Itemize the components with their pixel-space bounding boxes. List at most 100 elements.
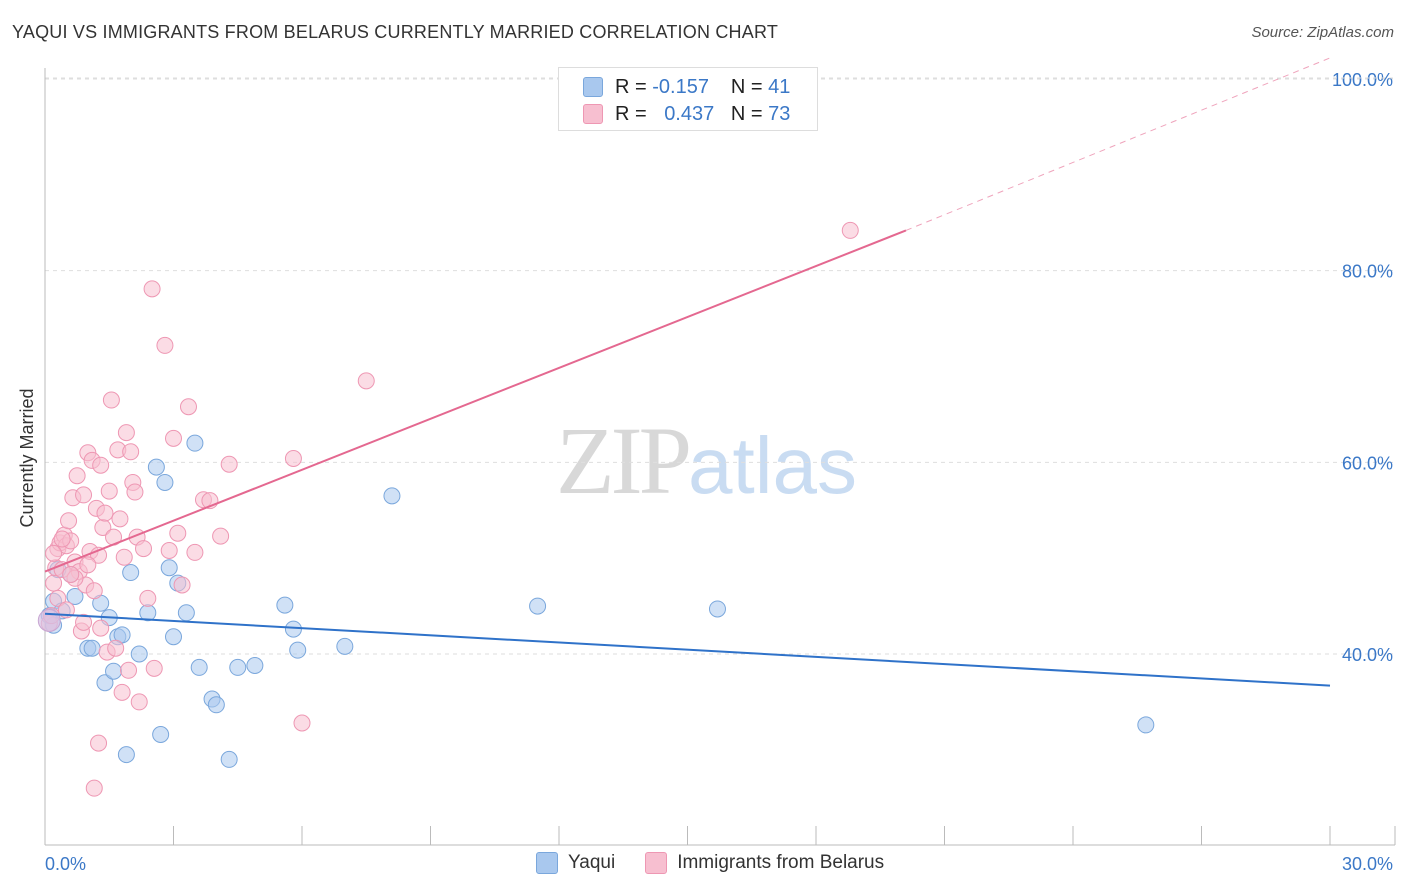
legend-swatch-belarus xyxy=(583,104,603,124)
x-tick-label: 0.0% xyxy=(45,854,86,874)
yaqui-point xyxy=(383,487,401,505)
yaqui-point xyxy=(276,596,294,614)
legend-n-label: N = xyxy=(730,102,763,125)
yaqui-point xyxy=(160,559,178,577)
yaqui-point xyxy=(117,746,135,764)
belarus-point xyxy=(841,221,859,239)
overlap-point xyxy=(37,608,61,632)
legend-n-label: N = xyxy=(730,75,763,98)
belarus-point xyxy=(75,486,93,504)
yaqui-point xyxy=(156,473,174,491)
belarus-point xyxy=(220,455,238,473)
belarus-point xyxy=(293,714,311,732)
yaqui-point xyxy=(177,604,195,622)
belarus-point xyxy=(156,336,174,354)
belarus-point xyxy=(85,582,103,600)
legend-swatch-yaqui xyxy=(583,77,603,97)
yaqui-point xyxy=(83,639,101,657)
belarus-point xyxy=(139,589,157,607)
watermark-zip: ZIP xyxy=(556,407,692,514)
y-tick-label: 80.0% xyxy=(1342,262,1393,282)
belarus-point xyxy=(90,734,108,752)
belarus-point xyxy=(160,542,178,559)
belarus-point xyxy=(173,576,191,594)
yaqui-point xyxy=(122,564,140,582)
belarus-point xyxy=(45,544,63,562)
legend-r-value: -0.157 xyxy=(652,75,709,98)
belarus-point xyxy=(130,693,148,711)
series-swatch-belarus xyxy=(645,852,668,874)
yaqui-point xyxy=(186,434,204,452)
series-legend-belarus[interactable]: Immigrants from Belarus xyxy=(645,852,884,874)
yaqui-point xyxy=(529,597,547,615)
series-label-belarus: Immigrants from Belarus xyxy=(677,852,885,873)
yaqui-point xyxy=(284,620,302,638)
yaqui-point xyxy=(165,628,182,646)
belarus-point xyxy=(92,456,110,474)
yaqui-point xyxy=(289,641,307,659)
yaqui-point xyxy=(96,674,114,692)
belarus-point xyxy=(107,639,125,657)
series-legend: Yaqui Immigrants from Belarus xyxy=(536,852,914,874)
belarus-point xyxy=(357,372,375,390)
series-label-yaqui: Yaqui xyxy=(568,852,616,873)
belarus-point xyxy=(284,450,302,467)
watermark-atlas: atlas xyxy=(688,421,857,510)
belarus-point xyxy=(115,548,133,566)
belarus-point xyxy=(60,512,78,530)
yaqui-point xyxy=(207,696,225,714)
legend-n-value: 73 xyxy=(768,102,791,125)
y-tick-label: 100.0% xyxy=(1332,70,1393,90)
series-swatch-yaqui xyxy=(536,852,558,874)
belarus-point xyxy=(75,613,93,631)
belarus-point xyxy=(68,467,86,485)
yaqui-point xyxy=(130,645,148,663)
yaqui-point xyxy=(229,658,247,676)
belarus-point xyxy=(96,504,114,522)
belarus-point xyxy=(122,443,140,461)
belarus-point xyxy=(79,556,97,574)
belarus-point xyxy=(102,391,120,409)
belarus-trendline xyxy=(44,229,907,573)
belarus-point xyxy=(117,424,135,442)
y-axis-label: Currently Married xyxy=(17,388,37,527)
yaqui-point xyxy=(220,750,238,768)
yaqui-point xyxy=(708,600,726,618)
yaqui-point xyxy=(1137,716,1155,734)
belarus-point xyxy=(100,482,118,500)
y-tick-label: 40.0% xyxy=(1342,645,1393,665)
yaqui-point xyxy=(147,458,165,476)
yaqui-trendline xyxy=(44,612,1331,687)
belarus-point xyxy=(212,527,230,545)
belarus-point xyxy=(143,280,161,298)
belarus-point xyxy=(85,779,103,797)
yaqui-point xyxy=(152,726,170,743)
yaqui-point xyxy=(66,588,84,605)
legend-row-yaqui: R = -0.157 N = 41 xyxy=(583,74,790,100)
belarus-point xyxy=(120,661,138,679)
belarus-point xyxy=(111,510,129,528)
source-label: Source: ZipAtlas.com xyxy=(1251,24,1394,41)
belarus-point xyxy=(126,483,144,501)
belarus-point xyxy=(179,398,197,416)
legend-r-label: R = xyxy=(615,75,647,98)
belarus-point xyxy=(113,683,131,701)
belarus-point xyxy=(92,619,110,637)
x-tick-label: 30.0% xyxy=(1342,854,1393,874)
series-legend-yaqui[interactable]: Yaqui xyxy=(536,852,615,874)
watermark: ZIPatlas xyxy=(556,405,857,516)
yaqui-point xyxy=(246,657,264,674)
legend-row-belarus: R = 0.437 N = 73 xyxy=(583,101,790,127)
legend-r-label: R = xyxy=(615,102,647,125)
belarus-point xyxy=(186,543,204,561)
belarus-point xyxy=(62,565,80,583)
legend-n-value: 41 xyxy=(768,75,791,98)
chart-title: YAQUI VS IMMIGRANTS FROM BELARUS CURRENT… xyxy=(12,22,779,42)
belarus-point xyxy=(165,429,182,447)
belarus-point xyxy=(145,659,163,677)
belarus-point xyxy=(49,589,67,607)
stats-legend: R = -0.157 N = 41 R = 0.437 N = 73 xyxy=(558,67,818,131)
yaqui-point xyxy=(190,658,208,676)
belarus-point xyxy=(169,524,187,542)
